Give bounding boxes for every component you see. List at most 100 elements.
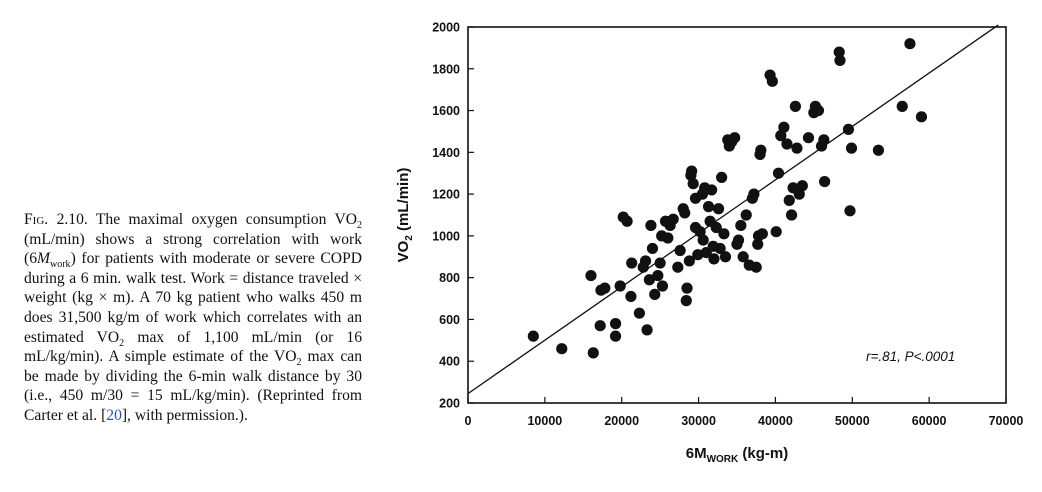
data-point bbox=[609, 318, 622, 330]
data-point bbox=[672, 261, 684, 273]
y-axis-label: VO2 (mL/min) bbox=[395, 168, 415, 263]
x-tick-label: 0 bbox=[465, 414, 472, 428]
data-point bbox=[833, 46, 845, 58]
data-point bbox=[845, 142, 858, 154]
x-tick-label: 10000 bbox=[527, 414, 562, 428]
data-point bbox=[692, 249, 704, 261]
y-tick-label: 2000 bbox=[432, 21, 460, 35]
data-point bbox=[719, 251, 732, 263]
data-point bbox=[626, 257, 638, 269]
data-point bbox=[681, 282, 693, 294]
data-point bbox=[641, 324, 653, 336]
caption-sub-work: work bbox=[50, 259, 71, 271]
data-point bbox=[697, 234, 709, 246]
data-point bbox=[756, 228, 768, 240]
data-point bbox=[654, 257, 666, 269]
data-point bbox=[585, 269, 597, 282]
x-tick-label: 70000 bbox=[989, 414, 1024, 428]
data-point bbox=[748, 188, 760, 200]
x-tick-label: 60000 bbox=[912, 414, 947, 428]
data-points bbox=[527, 38, 928, 359]
data-point bbox=[796, 180, 808, 192]
y-tick-label: 1800 bbox=[432, 62, 460, 76]
x-tick-label: 40000 bbox=[758, 414, 793, 428]
y-tick-label: 1400 bbox=[432, 146, 460, 160]
data-point bbox=[714, 242, 726, 255]
data-point bbox=[645, 219, 657, 232]
caption-fig-label: Fig. bbox=[24, 211, 49, 228]
y-tick-label: 1000 bbox=[432, 229, 460, 243]
data-point bbox=[718, 228, 730, 240]
data-point bbox=[680, 295, 692, 307]
data-point bbox=[872, 144, 885, 156]
data-point bbox=[752, 238, 764, 250]
caption-text-1: The maximal oxygen consumption VO bbox=[95, 211, 357, 228]
data-point bbox=[737, 251, 749, 263]
y-axis-label-sub: 2 bbox=[404, 235, 415, 241]
x-tick-label: 20000 bbox=[604, 414, 639, 428]
x-axis-label-main: 6M bbox=[686, 445, 707, 462]
data-point bbox=[656, 280, 669, 292]
data-point bbox=[706, 184, 718, 196]
caption-text-2: (mL/min) shows a strong correlation with… bbox=[24, 230, 362, 268]
data-point bbox=[834, 54, 846, 67]
data-point bbox=[649, 288, 661, 300]
data-point bbox=[844, 205, 856, 217]
caption-m-letter: M bbox=[37, 250, 50, 268]
data-point bbox=[614, 280, 626, 292]
data-point bbox=[735, 219, 747, 232]
data-point bbox=[643, 274, 655, 286]
data-point bbox=[842, 123, 855, 135]
data-point bbox=[896, 100, 908, 112]
data-point bbox=[789, 100, 802, 112]
data-point bbox=[683, 255, 695, 267]
caption-text-5: max can be made by dividing the 6-min wa… bbox=[24, 348, 362, 424]
data-point bbox=[729, 132, 741, 144]
x-axis-label: 6MWORK (kg-m) bbox=[686, 445, 789, 465]
data-point bbox=[732, 234, 745, 246]
data-point bbox=[594, 320, 606, 332]
data-point bbox=[609, 330, 622, 342]
data-point bbox=[556, 343, 568, 355]
data-point bbox=[904, 38, 916, 50]
correlation-annotation: r=.81, P<.0001 bbox=[866, 349, 955, 364]
data-point bbox=[652, 269, 664, 282]
data-point bbox=[646, 242, 659, 255]
x-axis: 0 10000 20000 30000 40000 50000 60000 70000 bbox=[465, 397, 1024, 428]
y-axis-label-main: VO bbox=[395, 240, 412, 262]
data-point bbox=[770, 226, 782, 238]
data-point bbox=[778, 121, 790, 133]
data-point bbox=[527, 330, 539, 342]
caption-sub-2c: 2 bbox=[296, 357, 302, 369]
data-point bbox=[587, 347, 599, 359]
figure-caption: Fig. 2.10. The maximal oxygen consumptio… bbox=[24, 210, 362, 426]
y-axis-label-unit: (mL/min) bbox=[395, 168, 412, 236]
data-point bbox=[674, 244, 686, 257]
x-axis-label-sub: WORK bbox=[707, 454, 739, 465]
caption-sub-2: 2 bbox=[357, 220, 362, 232]
y-tick-label: 600 bbox=[439, 313, 460, 327]
caption-text-4: max of 1,100 mL/min (or 16 mL/kg/min). A… bbox=[24, 328, 362, 366]
y-axis: 200 400 600 800 1000 1200 1400 1600 1800 2000 bbox=[432, 21, 474, 411]
data-point bbox=[702, 201, 715, 213]
data-point bbox=[785, 209, 798, 221]
data-point bbox=[754, 148, 766, 161]
caption-text-6: ], with permission.). bbox=[121, 406, 248, 424]
data-point bbox=[781, 138, 793, 150]
data-point bbox=[662, 232, 674, 244]
data-point bbox=[679, 207, 691, 219]
y-tick-label: 800 bbox=[439, 271, 460, 285]
y-tick-label: 200 bbox=[439, 397, 460, 411]
data-point bbox=[708, 253, 720, 265]
caption-reference-link[interactable]: 20 bbox=[106, 406, 122, 424]
y-tick-label: 1200 bbox=[432, 188, 460, 202]
data-point bbox=[712, 203, 725, 215]
data-point bbox=[818, 134, 830, 146]
data-point bbox=[802, 132, 815, 144]
data-point bbox=[625, 290, 637, 303]
data-point bbox=[791, 142, 803, 154]
data-point bbox=[599, 282, 611, 294]
y-tick-label: 400 bbox=[439, 355, 460, 369]
data-point bbox=[716, 171, 728, 183]
data-point bbox=[687, 178, 699, 190]
